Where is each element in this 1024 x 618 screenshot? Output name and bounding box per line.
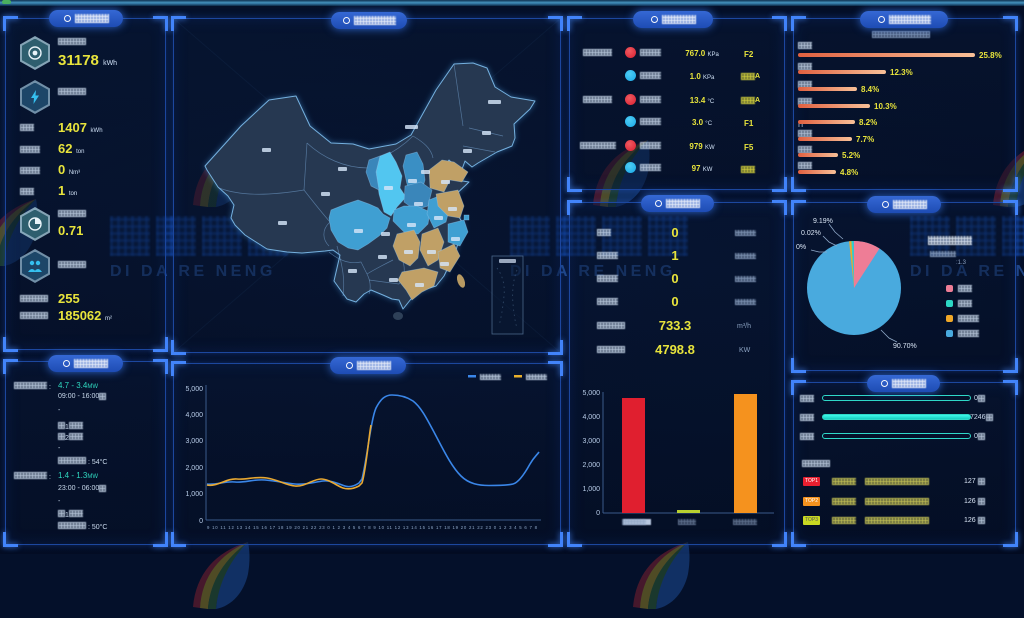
svg-text:0%: 0% bbox=[796, 244, 806, 251]
svg-text:1,000: 1,000 bbox=[185, 491, 203, 498]
svg-text:4,000: 4,000 bbox=[185, 412, 203, 419]
svg-text:5,000: 5,000 bbox=[582, 390, 600, 397]
svg-text:1,000: 1,000 bbox=[582, 486, 600, 493]
svg-text:3,000: 3,000 bbox=[185, 438, 203, 445]
svg-text:9.19%: 9.19% bbox=[813, 218, 833, 225]
svg-text:2,000: 2,000 bbox=[582, 462, 600, 469]
svg-text:3,000: 3,000 bbox=[582, 438, 600, 445]
svg-text:2,000: 2,000 bbox=[185, 465, 203, 472]
svg-text:5,000: 5,000 bbox=[185, 386, 203, 393]
svg-text:9 10 11 12 13 14 15 16 17 18 1: 9 10 11 12 13 14 15 16 17 18 19 20 21 22… bbox=[207, 525, 538, 530]
svg-text:0: 0 bbox=[596, 510, 600, 517]
svg-text:4,000: 4,000 bbox=[582, 414, 600, 421]
svg-text:90.70%: 90.70% bbox=[893, 343, 917, 350]
svg-text:0.02%: 0.02% bbox=[801, 230, 821, 237]
svg-text:0: 0 bbox=[199, 518, 203, 525]
